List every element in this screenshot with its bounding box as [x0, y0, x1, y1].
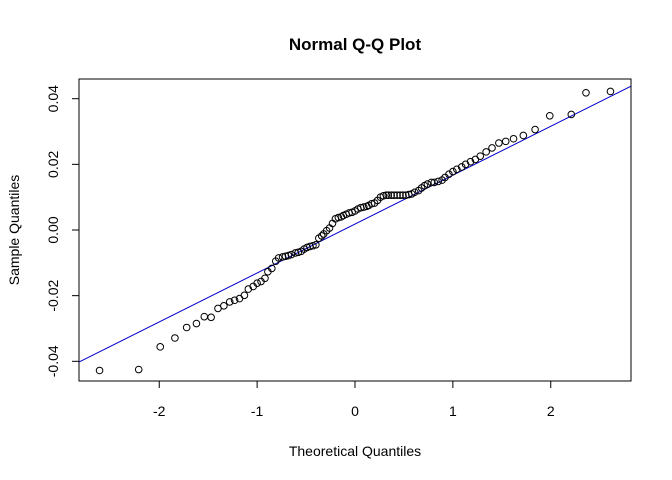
y-tick-label: 0.02	[45, 151, 61, 178]
data-point	[402, 191, 410, 200]
data-point	[317, 232, 326, 240]
data-point	[445, 170, 453, 178]
data-point	[379, 192, 388, 200]
data-point	[274, 254, 283, 262]
data-point	[253, 279, 261, 287]
data-point	[457, 163, 466, 171]
y-axis-label: Sample Quantiles	[6, 175, 22, 286]
data-point	[207, 313, 215, 322]
data-point	[156, 343, 165, 351]
x-axis: -2 -1 0 1 2	[153, 380, 555, 419]
data-point	[312, 240, 320, 249]
data-point	[200, 312, 209, 321]
y-tick-label: -0.02	[45, 279, 61, 311]
y-tick-label: -0.04	[45, 345, 61, 377]
y-tick-label: 0.00	[45, 216, 61, 243]
data-point	[182, 323, 191, 332]
x-axis-label: Theoretical Quantiles	[289, 443, 421, 459]
data-point	[390, 191, 398, 200]
data-points	[95, 87, 615, 375]
data-point	[360, 203, 368, 211]
data-point	[382, 191, 391, 200]
data-point	[278, 253, 287, 261]
data-point	[410, 188, 419, 197]
data-point	[482, 148, 490, 156]
chart-title: Normal Q-Q Plot	[289, 35, 422, 54]
data-point	[449, 167, 457, 176]
data-point	[261, 274, 269, 283]
data-point	[430, 178, 439, 187]
data-point	[423, 180, 432, 188]
data-point	[545, 111, 554, 120]
data-point	[399, 191, 407, 200]
data-point	[95, 366, 104, 375]
y-tick-label: 0.04	[45, 85, 61, 112]
x-tick-label: -2	[153, 403, 166, 419]
data-point	[220, 302, 228, 310]
data-point	[384, 191, 393, 200]
data-point	[509, 134, 518, 143]
data-point	[287, 250, 296, 259]
data-point	[192, 319, 201, 328]
data-point	[171, 334, 179, 342]
data-point	[466, 157, 475, 166]
data-point	[476, 152, 485, 160]
data-point	[567, 110, 576, 119]
x-tick-label: -1	[251, 403, 264, 419]
data-point	[531, 125, 539, 134]
data-point	[334, 213, 343, 222]
reference-line	[79, 85, 631, 363]
data-point	[582, 88, 590, 97]
data-point	[434, 177, 442, 186]
data-point	[134, 365, 143, 374]
data-point	[240, 291, 249, 300]
x-tick-label: 0	[351, 403, 359, 419]
data-point	[488, 144, 496, 152]
data-point	[387, 191, 396, 200]
data-point	[225, 298, 234, 306]
data-point	[501, 137, 510, 146]
data-point	[367, 199, 376, 208]
plot-frame	[78, 78, 632, 382]
data-point	[606, 87, 615, 96]
data-point	[230, 296, 239, 305]
data-point	[393, 191, 401, 200]
x-tick-label: 2	[547, 403, 555, 419]
data-point	[519, 131, 528, 140]
data-point	[357, 203, 365, 212]
data-point	[495, 139, 503, 147]
x-tick-label: 1	[449, 403, 457, 419]
data-point	[396, 191, 404, 200]
y-axis: -0.04 -0.02 0.00 0.02 0.04	[45, 85, 80, 377]
data-point	[268, 264, 276, 273]
data-point	[452, 165, 461, 174]
